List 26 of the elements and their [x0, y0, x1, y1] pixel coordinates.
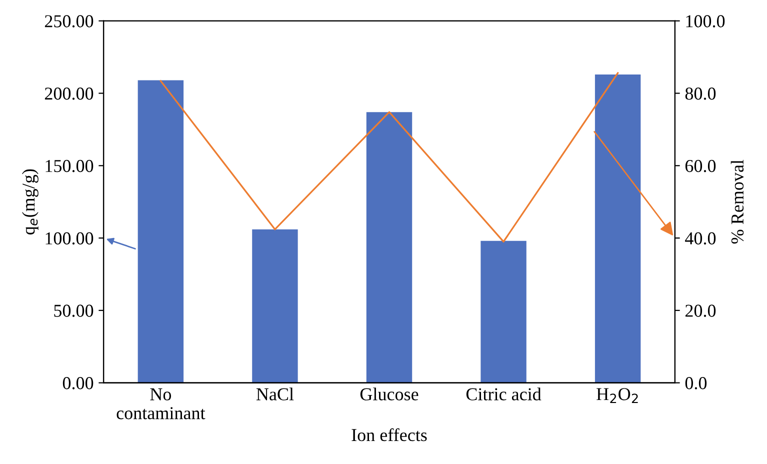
y2-tick-label: 0.0: [685, 377, 707, 390]
y2-tick-label: 60.0: [685, 160, 716, 172]
y2-tick-label: 20.0: [685, 304, 716, 317]
y-tick-label: 0.00: [62, 377, 94, 390]
x-tick-label: No contaminant: [116, 388, 206, 420]
y2-tick-label: 80.0: [685, 88, 716, 100]
y-axis-title: q$_{e}$(mg/g): [22, 169, 38, 234]
y-tick-label: 250.00: [44, 15, 94, 28]
y2-tick-label: 40.0: [685, 232, 716, 245]
bar: [594, 74, 641, 383]
line-series: [160, 72, 619, 242]
x-tick-label: Citric acid: [466, 388, 542, 400]
x-tick-label: Glucose: [360, 388, 418, 400]
x-axis-title: Ion effects: [352, 428, 427, 442]
y-tick-label: 50.00: [54, 304, 94, 317]
y2-tick-label: 100.0: [686, 15, 725, 28]
y-tick-label: 100.00: [46, 232, 94, 245]
y2-axis-title: % Removal: [730, 160, 744, 244]
bar: [252, 229, 298, 383]
bar: [366, 112, 412, 383]
x-tick-label: NaCl: [256, 388, 294, 400]
y-tick-label: 150.00: [46, 160, 94, 172]
bar: [480, 240, 526, 383]
bar: [138, 80, 184, 383]
x-tick-label: H$_{2}$O$_{2}$: [596, 388, 638, 404]
y-tick-label: 200.00: [44, 88, 94, 100]
